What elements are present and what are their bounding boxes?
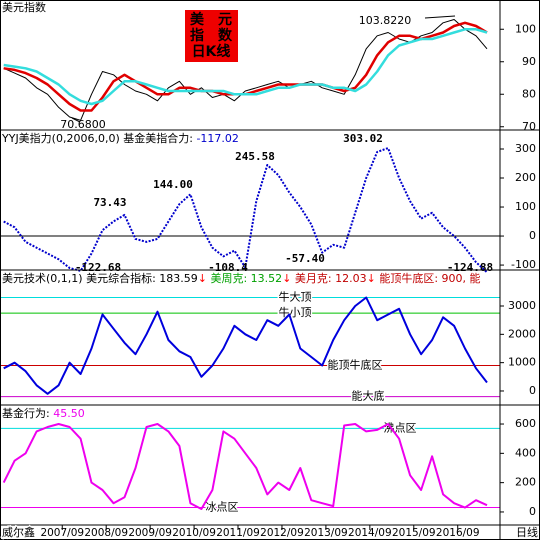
annotation: 245.58 (235, 150, 275, 163)
x-tick-label: 2007/09 (40, 527, 84, 539)
title-segment: 美月克: 12.03 (291, 272, 366, 285)
panel-title: 美元技术(0,1,1) 美元综合指标: 183.59↓ 美周克: 13.52↓ … (2, 271, 481, 285)
y-tick-label: 2000 (508, 327, 536, 340)
title-segment: YYJ美指力(0,2006,0,0) 基金美指合力: (1, 131, 196, 145)
badge (185, 10, 238, 62)
title-segment: 美元指数 (2, 0, 46, 14)
y-tick-label: 70 (522, 120, 536, 133)
x-tick-label: 2011/09 (216, 527, 260, 539)
y-tick-label: 100 (515, 22, 536, 35)
x-tick-label: 2013/09 (304, 527, 348, 539)
y-tick-label: 90 (522, 55, 536, 68)
title-segment: 基金行为: (2, 406, 53, 420)
y-tick-label: 600 (515, 417, 536, 430)
x-tick-label: 2010/09 (172, 527, 216, 539)
axis-right-label: 日线 (516, 525, 538, 539)
reference-label: 冰点区 (206, 501, 239, 514)
reference-label: 沸点区 (384, 421, 417, 434)
panel-title: YYJ美指力(0,2006,0,0) 基金美指合力: -117.02 (1, 131, 239, 145)
x-tick-label: 2014/09 (348, 527, 392, 539)
title-segment: 美周克: 13.52 (207, 272, 282, 285)
title-segment: ↓ (198, 272, 207, 285)
x-tick-label: 2016/09 (436, 527, 480, 539)
y-tick-label: 80 (522, 87, 536, 100)
annotation: -57.40 (285, 252, 325, 265)
reference-label: 能大底 (352, 389, 385, 403)
y-tick-label: -100 (511, 258, 536, 271)
annotation-pointer (71, 117, 81, 123)
axis-left-label: 威尔鑫 (2, 525, 35, 539)
series-line (3, 28, 488, 106)
reference-label: 能顶牛底区 (328, 357, 383, 371)
title-segment: ↓ (282, 272, 291, 285)
annotation: 70.6800 (60, 118, 106, 131)
title-segment: 能顶牛底区: 900, 能 (376, 271, 481, 285)
badge-text: 指 数 (190, 27, 233, 44)
reference-label: 牛大顶 (279, 290, 312, 304)
title-segment: ↓ (367, 272, 376, 285)
annotation: 103.8220 (359, 14, 412, 27)
y-tick-label: 0 (529, 384, 536, 397)
annotation: 303.02 (343, 132, 383, 145)
panel-title: 美元指数 (2, 0, 46, 14)
y-tick-label: 400 (515, 446, 536, 459)
x-tick-label: 2012/09 (260, 527, 304, 539)
y-tick-label: 300 (515, 142, 536, 155)
title-segment: -117.02 (196, 132, 238, 145)
y-tick-label: 200 (515, 171, 536, 184)
series-line (2, 423, 488, 510)
annotation: -108.4 (208, 261, 248, 274)
annotation: 73.43 (93, 196, 126, 209)
y-tick-label: 3000 (508, 299, 536, 312)
y-tick-label: 200 (515, 476, 536, 489)
badge-text: 日K线 (192, 43, 231, 60)
annotation: 144.00 (153, 178, 193, 191)
x-tick-label: 2008/09 (84, 527, 128, 539)
reference-label: 牛小顶 (279, 305, 312, 319)
title-segment: 美元技术(0,1,1) 美元综合指标: 183.59 (2, 271, 198, 285)
panel-title: 基金行为: 45.50 (2, 406, 85, 420)
y-tick-label: 1000 (508, 356, 536, 369)
annotation: -122.68 (75, 261, 121, 274)
y-tick-label: 0 (529, 229, 536, 242)
series-line (3, 147, 488, 274)
annotation-pointer (424, 15, 456, 19)
title-segment: 45.50 (53, 407, 85, 420)
y-tick-label: 0 (529, 505, 536, 518)
series-line (3, 296, 488, 395)
x-tick-label: 2015/09 (392, 527, 436, 539)
y-tick-label: 100 (515, 200, 536, 213)
x-tick-label: 2009/09 (128, 527, 172, 539)
annotation: -124.88 (447, 261, 493, 274)
badge-text: 美 元 (190, 11, 232, 28)
